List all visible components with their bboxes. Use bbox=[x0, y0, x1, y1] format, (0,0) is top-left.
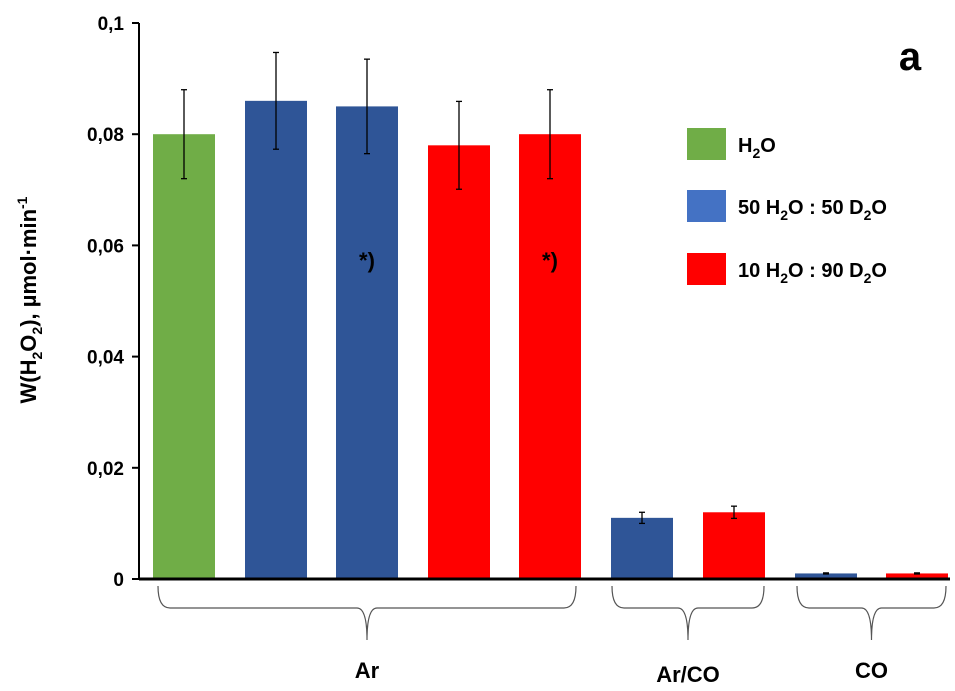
legend-swatch bbox=[687, 253, 726, 285]
bar bbox=[519, 134, 581, 579]
y-axis-label-pre: W(H bbox=[16, 359, 41, 403]
group-brace bbox=[611, 585, 765, 641]
legend-label: H2O bbox=[738, 135, 776, 161]
bar-annotation: *) bbox=[542, 248, 558, 273]
plot-area: 0 0,02 0,04 0,06 0,08 0,1 *) *) Ar Ar/CO CO bbox=[87, 14, 950, 687]
panel-letter: a bbox=[899, 35, 922, 79]
bar bbox=[611, 517, 673, 579]
bar bbox=[795, 573, 857, 579]
legend-label-subscript: 2 bbox=[780, 270, 788, 286]
legend-label-subscript: 2 bbox=[780, 207, 788, 223]
legend-label: 50 H2O : 50 D2O bbox=[738, 197, 887, 223]
legend-swatch bbox=[687, 128, 726, 160]
y-tick-label: 0,1 bbox=[98, 14, 125, 35]
bar bbox=[886, 573, 948, 579]
legend-swatch bbox=[687, 190, 726, 222]
y-axis-label-mid: O bbox=[16, 335, 41, 352]
group-label: Ar/CO bbox=[656, 662, 720, 686]
legend-label-text: O : 90 D bbox=[788, 260, 864, 282]
legend-label-subscript: 2 bbox=[864, 207, 872, 223]
legend-label-text: O bbox=[871, 260, 887, 282]
group-brace bbox=[157, 585, 577, 641]
y-axis-label-sup: -1 bbox=[14, 196, 30, 209]
group-label: CO bbox=[855, 658, 888, 683]
legend-label-subscript: 2 bbox=[864, 270, 872, 286]
legend-label-text: H bbox=[738, 135, 752, 157]
bar bbox=[153, 134, 215, 579]
legend-label-text: O : 50 D bbox=[788, 197, 864, 219]
y-axis-label: W(H2O2), µmol·min-1 bbox=[14, 196, 45, 403]
legend-label-text: O bbox=[871, 197, 887, 219]
bar bbox=[245, 100, 307, 579]
y-tick-label: 0 bbox=[113, 570, 124, 591]
legend-label-subscript: 2 bbox=[752, 145, 760, 161]
legend-label-text: O bbox=[760, 135, 776, 157]
bar-annotation: *) bbox=[359, 248, 375, 273]
y-tick-label: 0,02 bbox=[87, 459, 124, 480]
y-axis-label-sub2: 2 bbox=[29, 327, 45, 335]
y-tick-label: 0,08 bbox=[87, 125, 124, 146]
legend-label-text: 10 H bbox=[738, 260, 780, 282]
group-brace bbox=[796, 585, 947, 641]
bar bbox=[703, 512, 765, 579]
legend-label: 10 H2O : 90 D2O bbox=[738, 260, 887, 286]
bar bbox=[428, 145, 490, 579]
y-axis-label-post: ), µmol·min bbox=[16, 209, 41, 327]
legend-label-text: 50 H bbox=[738, 197, 780, 219]
y-axis-label-sub1: 2 bbox=[29, 351, 45, 359]
y-tick-label: 0,06 bbox=[87, 236, 124, 257]
bar bbox=[336, 106, 398, 580]
group-label: Ar bbox=[355, 658, 380, 683]
y-tick-label: 0,04 bbox=[87, 348, 124, 369]
